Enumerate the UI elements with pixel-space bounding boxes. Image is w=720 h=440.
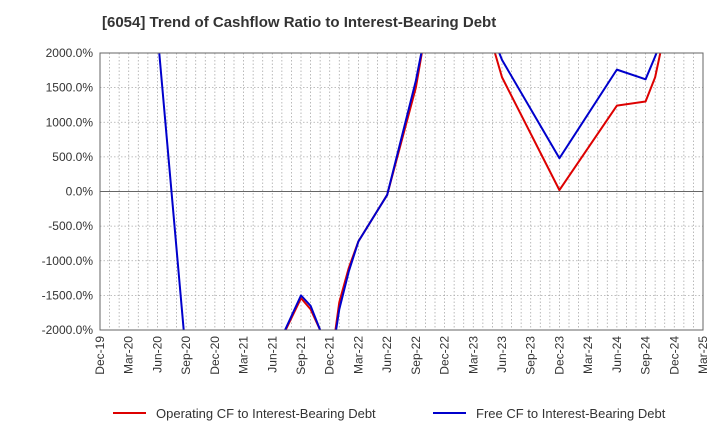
x-tick-label: Dec-19 [93, 336, 107, 375]
y-tick-label: 1500.0% [46, 81, 94, 95]
chart-title: [6054] Trend of Cashflow Ratio to Intere… [102, 14, 497, 31]
x-tick-label: Jun-24 [610, 336, 624, 373]
y-tick-label: -2000.0% [42, 323, 94, 337]
y-tick-label: -1000.0% [42, 254, 94, 268]
x-tick-label: Mar-21 [237, 336, 251, 374]
plot-frame [99, 52, 704, 331]
x-tick-label: Sep-23 [524, 336, 538, 375]
x-tick-label: Mar-25 [696, 336, 710, 374]
x-tick-label: Jun-20 [150, 336, 164, 373]
y-tick-label: 0.0% [66, 185, 94, 199]
x-tick-label: Sep-22 [409, 336, 423, 375]
y-tick-label: 2000.0% [46, 46, 94, 60]
x-tick-label: Jun-21 [265, 336, 279, 373]
x-tick-label: Dec-20 [208, 336, 222, 375]
x-tick-label: Dec-21 [323, 336, 337, 375]
x-tick-label: Jun-23 [495, 336, 509, 373]
y-tick-label: -1500.0% [42, 288, 94, 302]
x-tick-label: Mar-20 [122, 336, 136, 374]
x-tick-label: Jun-22 [380, 336, 394, 373]
x-tick-label: Sep-24 [639, 336, 653, 375]
x-tick-label: Dec-23 [552, 336, 566, 375]
x-tick-label: Sep-21 [294, 336, 308, 375]
y-tick-label: 500.0% [52, 150, 93, 164]
x-tick-label: Mar-24 [581, 336, 595, 374]
x-tick-label: Dec-22 [438, 336, 452, 375]
y-tick-label: 1000.0% [46, 115, 94, 129]
y-tick-label: -500.0% [48, 219, 93, 233]
x-tick-label: Mar-23 [466, 336, 480, 374]
legend-item-operating-cf-label: Operating CF to Interest-Bearing Debt [156, 406, 376, 421]
x-tick-label: Mar-22 [351, 336, 365, 374]
x-tick-label: Dec-24 [667, 336, 681, 375]
legend-item-free-cf-label: Free CF to Interest-Bearing Debt [476, 406, 666, 421]
series-line-free-cf [158, 53, 658, 330]
x-tick-label: Sep-20 [179, 336, 193, 375]
